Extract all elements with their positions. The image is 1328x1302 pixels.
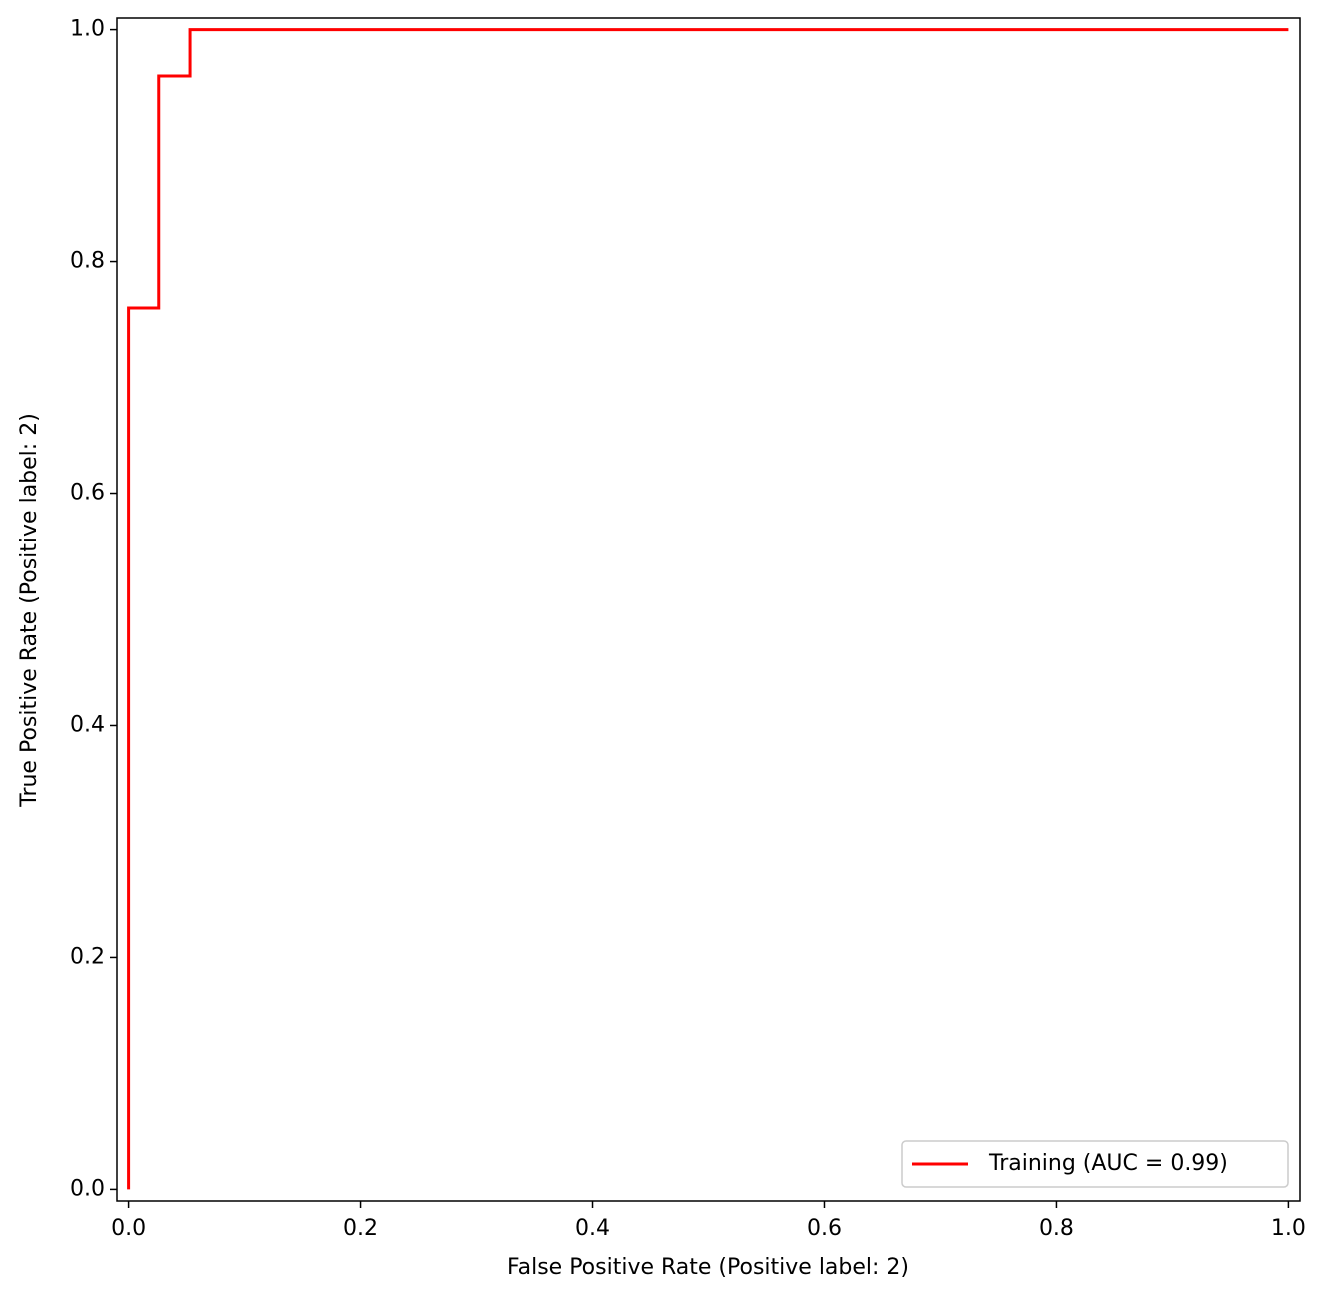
legend-box bbox=[901, 1140, 1289, 1188]
x-tick-label: 0.6 bbox=[807, 1216, 842, 1241]
x-tick-label: 0.0 bbox=[111, 1216, 146, 1241]
axes-frame bbox=[116, 17, 1301, 1202]
x-tick-label: 0.2 bbox=[343, 1216, 378, 1241]
x-tick-label: 0.4 bbox=[575, 1216, 610, 1241]
legend-label: Training (AUC = 0.99) bbox=[988, 1151, 1228, 1176]
y-tick-label: 0.2 bbox=[70, 944, 105, 969]
x-tick-label: 1.0 bbox=[1271, 1216, 1306, 1241]
roc-line bbox=[127, 28, 1289, 1190]
y-tick-label: 0.8 bbox=[70, 249, 105, 274]
x-axis-label: False Positive Rate (Positive label: 2) bbox=[507, 1255, 909, 1280]
y-tick-label: 0.4 bbox=[70, 712, 105, 737]
y-tick-label: 0.6 bbox=[70, 481, 105, 506]
y-axis-label: True Positive Rate (Positive label: 2) bbox=[17, 413, 42, 808]
y-tick-label: 1.0 bbox=[70, 17, 105, 42]
y-tick-label: 0.0 bbox=[70, 1176, 105, 1201]
x-tick-label: 0.8 bbox=[1039, 1216, 1074, 1241]
